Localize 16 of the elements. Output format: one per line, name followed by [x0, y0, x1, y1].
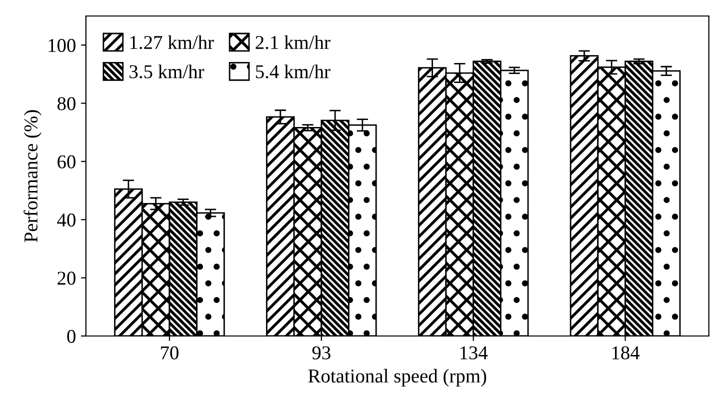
y-axis-title: Performance (%)	[24, 110, 42, 242]
y-tick-label: 0	[67, 330, 76, 343]
y-tick-label: 40	[57, 213, 76, 227]
y-tick-label: 80	[57, 97, 76, 110]
x-tick-label: 184	[612, 346, 640, 360]
x-tick-label: 93	[312, 346, 330, 360]
x-tick-label: 70	[161, 346, 178, 360]
x-axis-title: Rotational speed (rpm)	[308, 368, 486, 387]
y-tick-label: 60	[58, 155, 76, 168]
y-tick-label: 20	[58, 272, 76, 285]
legend-label: 5.4 km/hr	[256, 64, 330, 78]
legend-label: 2.1 km/hr	[256, 35, 330, 50]
x-tick-label: 134	[460, 346, 488, 360]
legend-label: 3.5 km/hr	[130, 64, 204, 78]
legend-label: 1.27 km/hr	[130, 35, 214, 50]
y-tick-label: 100	[48, 38, 76, 52]
